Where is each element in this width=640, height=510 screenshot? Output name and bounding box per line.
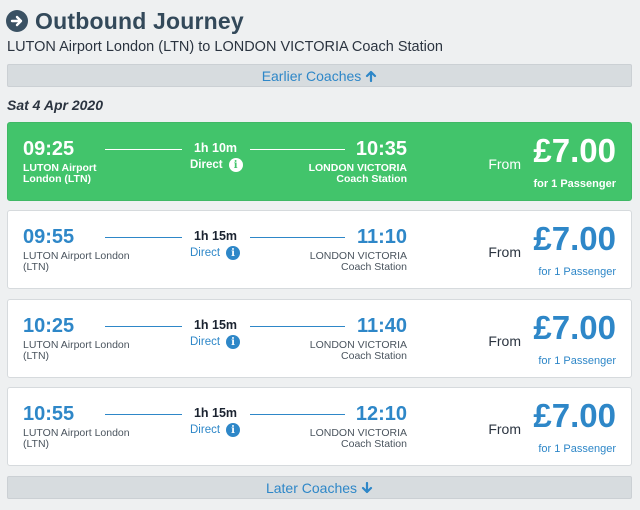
journey-card[interactable]: 10:55 1h 15m 12:10 LUTON Airport London (LT…: [7, 387, 632, 466]
departure-station: LUTON Airport London (LTN): [23, 250, 130, 273]
info-icon[interactable]: i: [226, 335, 241, 349]
price: £7.00: [533, 397, 616, 434]
departure-time: 10:25: [23, 315, 75, 337]
journey-card[interactable]: 09:25 1h 10m 10:35 LUTON Airport London (LT…: [7, 122, 632, 201]
direct-info-link[interactable]: Direct i: [190, 423, 241, 437]
departure-time: 09:55: [23, 226, 75, 248]
passenger-count-label: for 1 Passenger: [533, 178, 616, 190]
price: £7.00: [533, 132, 616, 169]
price-from-label: From: [488, 156, 521, 172]
direct-label: Direct: [190, 159, 223, 171]
route-line-right: [250, 149, 345, 150]
arrow-right-circle-icon: [6, 10, 28, 32]
earlier-coaches-label: Earlier Coaches: [261, 67, 362, 84]
direct-info-link[interactable]: Direct i: [190, 158, 243, 172]
price: £7.00: [533, 220, 616, 257]
title-row: Outbound Journey: [6, 6, 634, 36]
arrival-station: LONDON VICTORIA Coach Station: [309, 250, 407, 273]
passenger-count-label: for 1 Passenger: [538, 443, 616, 455]
passenger-count-label: for 1 Passenger: [538, 355, 616, 367]
journey-card[interactable]: 09:55 1h 15m 11:10 LUTON Airport London (LT…: [7, 210, 632, 289]
direct-label: Direct: [190, 424, 221, 436]
route-line-left: [105, 414, 182, 415]
info-icon[interactable]: i: [226, 246, 241, 260]
price-from-label: From: [488, 244, 521, 260]
journey-duration: 1h 15m: [193, 229, 238, 243]
price-from-label: From: [488, 421, 521, 437]
direct-label: Direct: [190, 336, 221, 348]
route-line-left: [105, 149, 182, 150]
arrival-time: 11:10: [356, 226, 407, 248]
price: £7.00: [533, 309, 616, 346]
info-icon[interactable]: i: [228, 158, 243, 172]
departure-station: LUTON Airport London (LTN): [23, 427, 130, 450]
arrow-up-icon: [366, 70, 377, 82]
route-line-right: [250, 414, 345, 415]
page-title: Outbound Journey: [35, 7, 244, 34]
travel-date: Sat 4 Apr 2020: [7, 97, 103, 113]
direct-label: Direct: [190, 247, 221, 259]
price-from-label: From: [488, 333, 521, 349]
departure-time: 10:55: [23, 403, 75, 425]
route-line-right: [250, 326, 345, 327]
arrival-time: 11:40: [356, 315, 407, 337]
direct-info-link[interactable]: Direct i: [190, 246, 241, 260]
arrival-station: LONDON VICTORIA Coach Station: [309, 339, 407, 362]
journey-duration: 1h 10m: [193, 141, 238, 155]
arrow-down-icon: [361, 481, 373, 493]
route-line-right: [250, 237, 345, 238]
arrival-time: 12:10: [355, 403, 407, 425]
later-coaches-label: Later Coaches: [265, 479, 358, 496]
arrival-time: 10:35: [355, 138, 407, 160]
route-line-left: [105, 326, 182, 327]
arrival-station: LONDON VICTORIA Coach Station: [309, 427, 407, 450]
route-subtitle: LUTON Airport London (LTN) to LONDON VIC…: [7, 39, 443, 55]
departure-station: LUTON Airport London (LTN): [23, 339, 130, 362]
passenger-count-label: for 1 Passenger: [538, 266, 616, 278]
journey-duration: 1h 15m: [193, 406, 238, 420]
info-icon[interactable]: i: [226, 423, 241, 437]
journey-duration: 1h 15m: [193, 318, 238, 332]
arrival-station: LONDON VICTORIA Coach Station: [308, 162, 407, 185]
journey-card[interactable]: 10:25 1h 15m 11:40 LUTON Airport London (LT…: [7, 299, 632, 378]
earlier-coaches-button[interactable]: Earlier Coaches: [7, 64, 632, 87]
direct-info-link[interactable]: Direct i: [190, 335, 241, 349]
later-coaches-button[interactable]: Later Coaches: [7, 476, 632, 499]
departure-station: LUTON Airport London (LTN): [23, 162, 97, 185]
departure-time: 09:25: [23, 138, 75, 160]
route-line-left: [105, 237, 182, 238]
journey-header: Outbound Journey: [6, 6, 634, 36]
